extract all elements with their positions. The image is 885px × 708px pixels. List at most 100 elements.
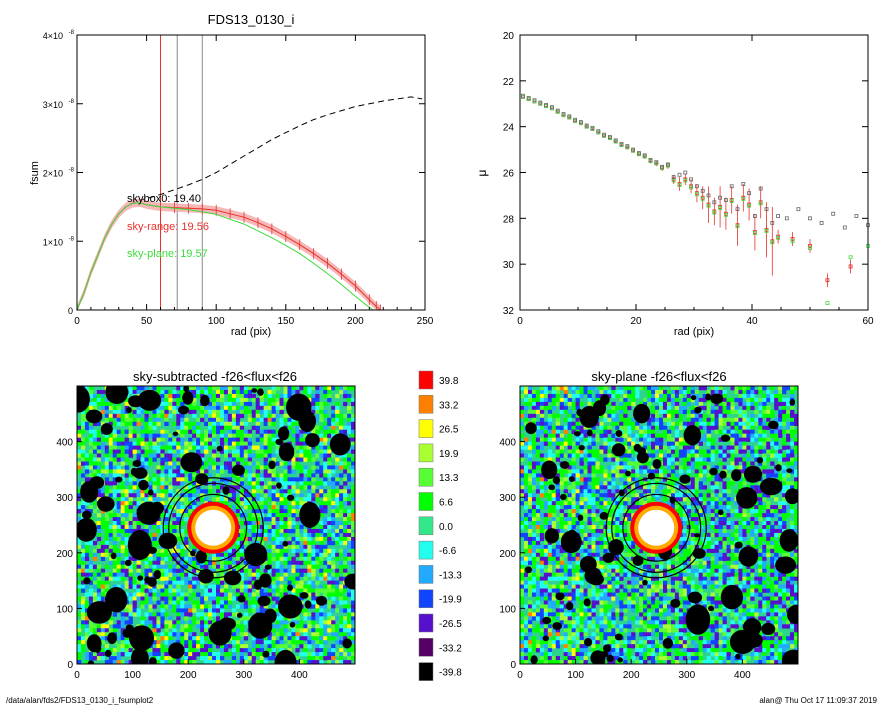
map-pixel: [100, 656, 106, 661]
map-pixel: [112, 648, 118, 653]
mu-point-2: [735, 207, 740, 212]
mu-ytick-label: 20: [503, 31, 515, 42]
map-pixel: [275, 620, 280, 625]
map-pixel: [251, 572, 257, 577]
map-pixel: [531, 437, 537, 442]
map-pixel: [239, 532, 245, 538]
map-pixel: [535, 517, 541, 522]
map-pixel: [283, 644, 288, 649]
map-pixel: [235, 584, 241, 589]
map-pixel: [351, 525, 355, 530]
map-pixel: [156, 477, 161, 482]
map-pixel: [343, 461, 348, 466]
map-pixel: [319, 584, 324, 589]
map-pixel: [184, 612, 189, 617]
map-pixel: [160, 592, 165, 597]
map-pixel: [120, 528, 125, 534]
map-pixel: [124, 445, 129, 450]
map-pixel: [555, 386, 561, 391]
map-pixel: [184, 501, 189, 506]
map-pixel: [351, 604, 355, 609]
map-pixel: [323, 632, 328, 637]
map-pixel: [351, 501, 355, 506]
map-pixel: [148, 568, 153, 573]
map-pixel: [287, 386, 292, 391]
map-pixel: [223, 445, 229, 450]
map-pixel: [180, 386, 185, 391]
map-pixel: [152, 636, 157, 641]
map-pixel: [535, 505, 541, 510]
map-pixel: [347, 413, 352, 419]
map-pixel: [223, 386, 229, 391]
map-pixel: [216, 421, 221, 427]
map-pixel: [140, 457, 145, 462]
map-pixel: [128, 616, 133, 621]
map-pixel: [132, 433, 137, 438]
map-pixel: [196, 636, 201, 641]
map-pixel: [188, 405, 193, 411]
map-pixel: [315, 544, 320, 550]
map-pixel: [335, 568, 340, 573]
map-pixel: [112, 493, 118, 498]
map-pixel: [100, 628, 106, 633]
map-pixel: [527, 413, 533, 419]
map-pixel: [164, 656, 169, 661]
map-pixel: [263, 445, 268, 450]
map-pixel: [77, 453, 82, 458]
map-pixel: [335, 608, 340, 613]
map-pixel: [80, 413, 86, 419]
map-pixel: [315, 445, 320, 450]
map-pixel: [243, 433, 249, 438]
map-pixel: [523, 517, 529, 522]
map-pixel: [164, 600, 169, 605]
map-pixel: [275, 509, 280, 514]
map-pixel: [291, 548, 296, 554]
map-pixel: [164, 417, 169, 423]
map-pixel: [116, 513, 121, 518]
map-pixel: [551, 497, 557, 502]
map-pixel: [527, 386, 533, 391]
map-pixel: [279, 576, 284, 581]
map-pixel: [184, 652, 189, 657]
map-pixel: [77, 501, 82, 506]
map-pixel: [315, 556, 320, 562]
map-pixel: [144, 461, 149, 466]
map-pixel: [291, 536, 296, 542]
map-pixel: [152, 417, 157, 423]
map-pixel: [100, 389, 106, 395]
map-pixel: [116, 652, 121, 657]
map-pixel: [339, 548, 344, 554]
map-pixel: [227, 397, 233, 403]
map-pixel: [208, 620, 213, 625]
map-pixel: [319, 449, 324, 454]
map-pixel: [535, 644, 541, 649]
map-pixel: [200, 640, 205, 645]
map-pixel: [124, 568, 129, 573]
map-pixel: [523, 628, 529, 633]
map-pixel: [216, 608, 221, 613]
map-pixel: [239, 632, 245, 637]
map-pixel: [152, 441, 157, 446]
sky-plane-title: sky-plane -f26<flux<f26: [591, 369, 726, 384]
map-pixel: [136, 596, 141, 601]
map-pixel: [239, 521, 245, 526]
map-pixel: [227, 660, 233, 664]
map-pixel: [112, 505, 118, 510]
map-pixel: [92, 656, 98, 661]
map-pixel: [283, 386, 288, 391]
map-pixel: [192, 564, 197, 569]
map-pixel: [219, 564, 225, 569]
map-pixel: [343, 501, 348, 506]
map-pixel: [216, 473, 221, 478]
map-pixel: [523, 437, 529, 442]
map-pixel: [80, 473, 86, 478]
map-pixel: [152, 620, 157, 625]
map-pixel: [291, 485, 296, 490]
map-pixel: [259, 648, 264, 653]
map-pixel: [520, 560, 525, 566]
map-pixel: [535, 513, 541, 518]
map-pixel: [259, 409, 264, 415]
map-pixel: [543, 429, 549, 434]
map-pixel: [96, 489, 102, 494]
map-pixel: [176, 536, 181, 542]
